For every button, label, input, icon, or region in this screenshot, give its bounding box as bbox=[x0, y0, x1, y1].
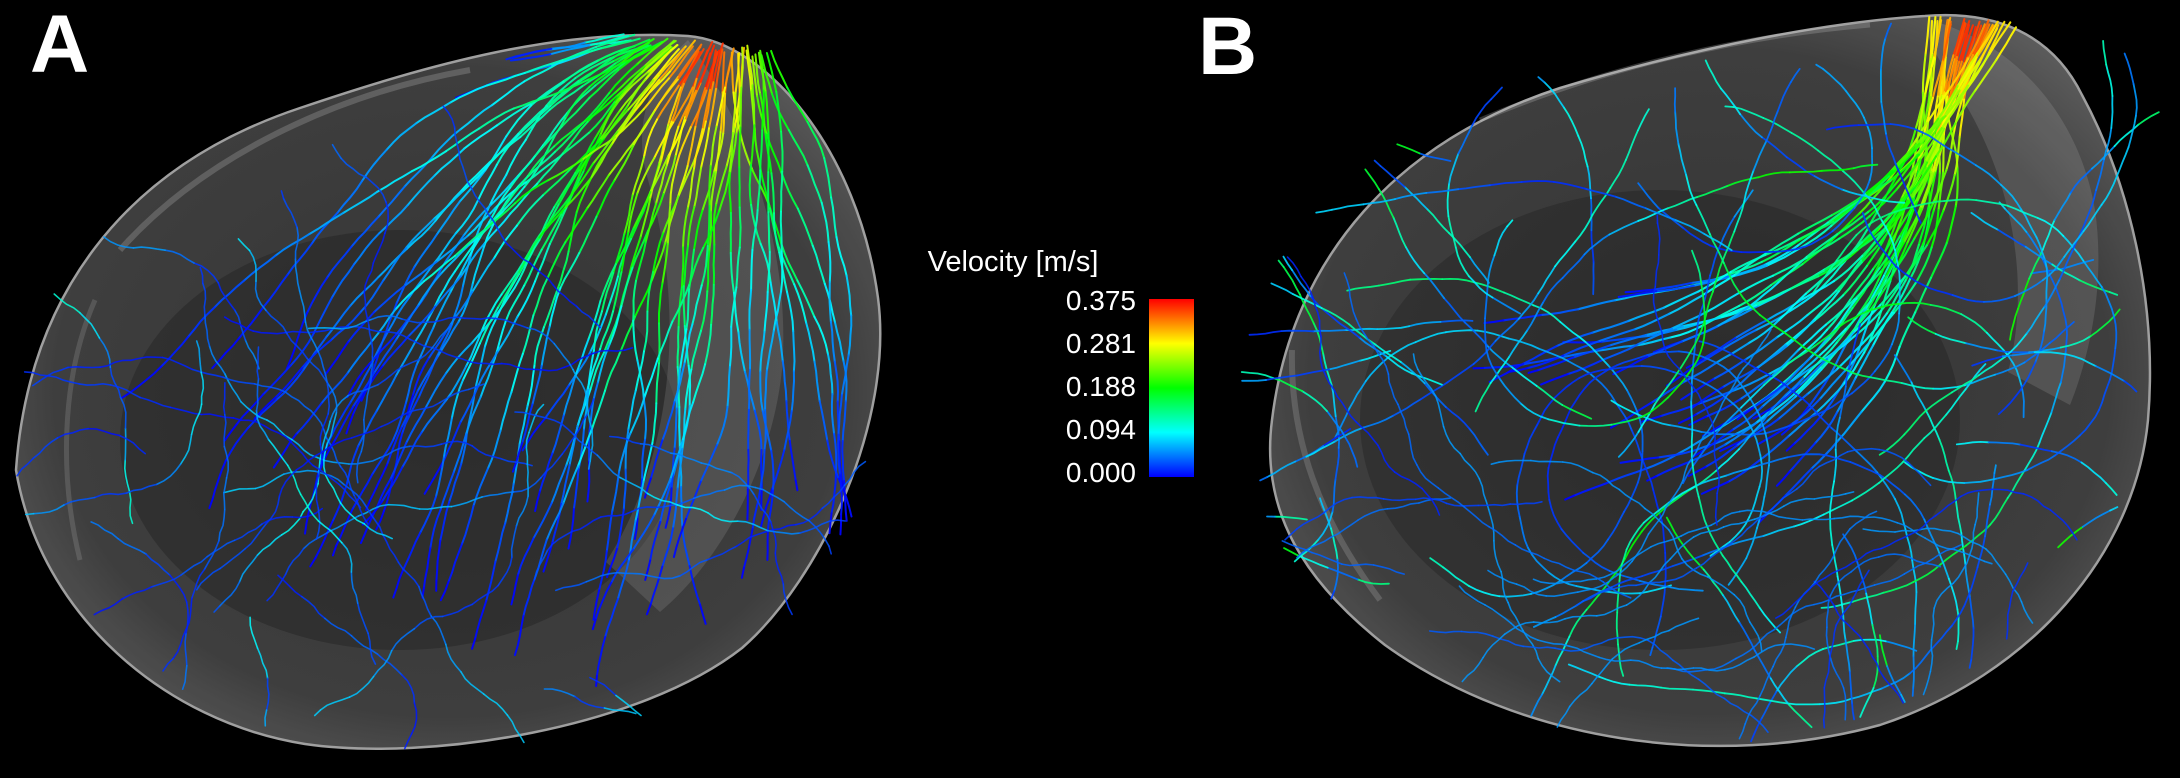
rim-highlight-b-left bbox=[1288, 349, 1383, 602]
colorbar-tick-0: 0.375 bbox=[1065, 285, 1136, 316]
streamlines-b bbox=[1240, 15, 2160, 743]
rim-highlight-b-top bbox=[1479, 22, 1871, 123]
colorbar-legend: Velocity [m/s] 0.375 0.281 0.188 0.094 0… bbox=[862, 246, 1194, 488]
panel-a-label: A bbox=[30, 0, 91, 90]
rim-highlight-a-top bbox=[117, 67, 471, 252]
colorbar-body: 0.375 0.281 0.188 0.094 0.000 bbox=[862, 285, 1194, 488]
streamlines-a bbox=[16, 33, 867, 750]
colorbar-title: Velocity [m/s] bbox=[927, 246, 1099, 278]
cavity-shadow-b bbox=[1360, 190, 1960, 650]
panel-b-view bbox=[1240, 13, 2160, 748]
colorbar-tick-4: 0.000 bbox=[1065, 457, 1136, 488]
colorbar-gradient bbox=[1149, 299, 1194, 477]
colorbar-tick-2: 0.188 bbox=[1065, 371, 1136, 402]
highlight-band-b bbox=[1927, 20, 2099, 405]
colorbar-tick-1: 0.281 bbox=[1065, 328, 1136, 359]
panel-a-view bbox=[14, 33, 882, 750]
panel-b-label: B bbox=[1198, 1, 1259, 92]
colorbar-tick-3: 0.094 bbox=[1065, 414, 1136, 445]
rim-highlight-a-left bbox=[64, 298, 98, 561]
